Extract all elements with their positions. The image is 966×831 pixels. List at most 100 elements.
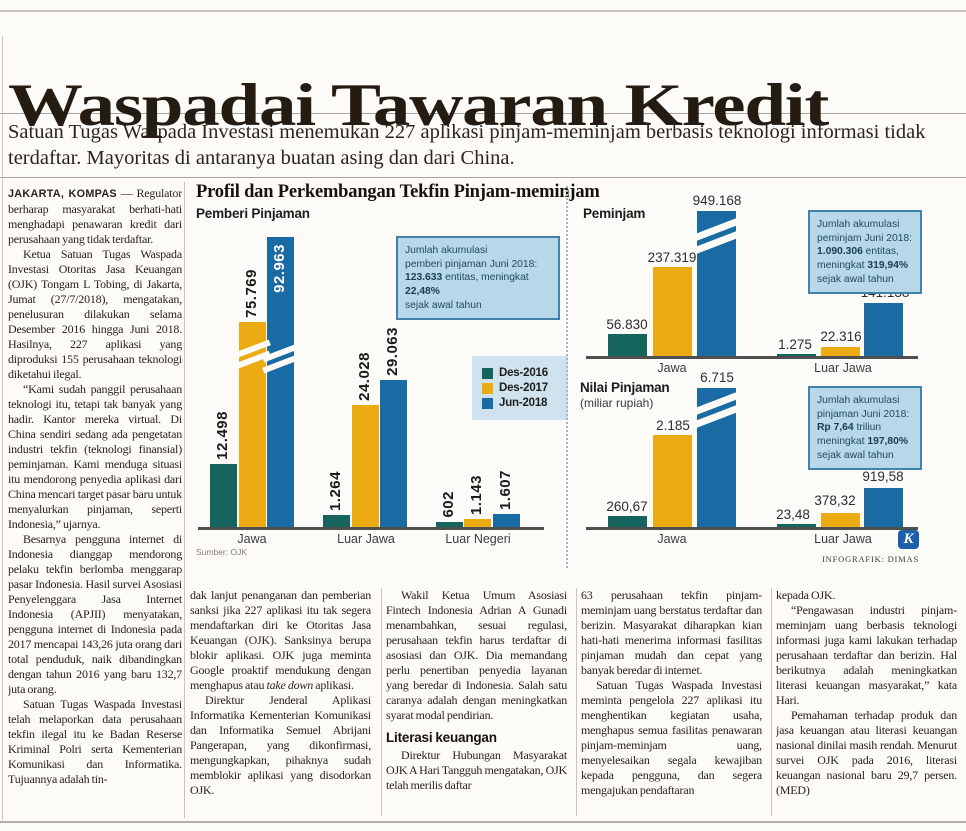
value-label: 24.028: [356, 352, 373, 401]
paragraph: “Pengawasan industri pinjam-meminjam uan…: [776, 603, 957, 707]
bar-nilai-jawa-des2016: [608, 516, 647, 527]
value-label: 12.498: [214, 411, 231, 460]
paragraph: Wakil Ketua Umum Asosiasi Fintech Indone…: [386, 588, 567, 722]
dateline: JAKARTA, KOMPAS: [8, 188, 117, 200]
chart-title-peminjam: Peminjam: [583, 206, 646, 221]
standfirst: Satuan Tugas Waspada Investasi menemukan…: [8, 121, 926, 170]
value-label: 1.275: [778, 337, 812, 352]
value-label: 23,48: [776, 507, 810, 522]
annotation-text: peminjam Juni 2018:: [817, 232, 913, 244]
legend-swatch-jun2018: [482, 397, 493, 409]
body-column-3: Wakil Ketua Umum Asosiasi Fintech Indone…: [386, 588, 567, 820]
value-label: 22.316: [820, 329, 862, 344]
paragraph: 63 perusahaan tekfin pinjam-meminjam uan…: [581, 588, 762, 677]
annotation-text: entitas, meningkat: [442, 272, 529, 284]
annotation-text: sejak awal tahun: [405, 299, 482, 311]
annotation-text: meningkat: [817, 260, 868, 272]
x-axis: [586, 356, 918, 359]
paragraph: Satuan Tugas Waspada Investasi telah mel…: [8, 697, 182, 786]
annotation-peminjam: Jumlah akumulasi peminjam Juni 2018: 1.0…: [808, 210, 922, 295]
legend-item: Des-2017: [482, 382, 568, 394]
dateline-dash: —: [116, 186, 137, 200]
bar-peminjam-luarjawa-des2017: [821, 347, 860, 356]
paragraph: Besarnya pengguna internet di Indonesia …: [8, 532, 182, 696]
value-label: 75.769: [243, 269, 260, 318]
annotation-value: 1.090.306: [817, 246, 863, 258]
paragraph: Direktur Jenderal Aplikasi Informatika K…: [190, 693, 371, 797]
legend-swatch-des2017: [482, 382, 493, 394]
paragraph: Satuan Tugas Waspada Investasi meminta p…: [581, 678, 762, 797]
category-label: Jawa: [657, 532, 687, 546]
bar-pemberi-jawa-jun2018: [267, 237, 294, 527]
bar-pemberi-luarjawa-jun2018: [380, 380, 407, 527]
body-column-5: kepada OJK. “Pengawasan industri pinjam-…: [776, 588, 957, 820]
legend-label: Jun-2018: [499, 397, 548, 409]
dotted-divider: [566, 186, 568, 568]
body-column-4: 63 perusahaan tekfin pinjam-meminjam uan…: [581, 588, 762, 820]
value-label: 92.963: [271, 244, 288, 293]
paragraph: Ketua Satuan Tugas Waspada Investasi Oto…: [8, 247, 182, 381]
left-edge-rule: [2, 36, 3, 820]
legend-item: Des-2016: [482, 367, 568, 379]
chart-subtitle: (miliar rupiah): [580, 396, 654, 410]
legend-label: Des-2017: [499, 382, 548, 394]
standfirst-rule: [0, 177, 966, 178]
annotation-value: 123.633: [405, 272, 443, 284]
bar-pemberi-luarjawa-des2017: [352, 405, 379, 527]
value-label: 1.264: [327, 470, 344, 511]
bar-peminjam-luarjawa-des2016: [777, 354, 816, 356]
paragraph: Pemahaman terhadap produk dan jasa keuan…: [776, 708, 957, 797]
column-divider-1: [184, 182, 185, 818]
annotation-text: triliun: [853, 422, 882, 434]
bar-pemberi-luarnegeri-des2017: [464, 519, 491, 527]
paragraph: “Kami sudah panggil perusahaan teknologi…: [8, 382, 182, 531]
value-label: 602: [440, 491, 457, 518]
column-divider-4: [771, 588, 772, 816]
bar-nilai-luarjawa-des2017: [821, 513, 860, 527]
category-label: Luar Negeri: [445, 532, 511, 546]
italic-phrase: take down: [266, 678, 314, 692]
annotation-text: Jumlah akumulasi: [405, 245, 488, 256]
axis-break-mark: [691, 217, 742, 255]
category-label: Jawa: [237, 532, 267, 546]
value-label: 949.168: [692, 193, 742, 208]
category-label: Jawa: [657, 361, 687, 375]
chart-legend: Des-2016 Des-2017 Jun-2018: [472, 356, 568, 420]
bar-nilai-luarjawa-jun2018: [864, 488, 903, 527]
bar-peminjam-jawa-des2017: [653, 267, 692, 356]
bar-pemberi-luarnegeri-des2016: [436, 522, 463, 527]
section-subheading: Literasi keuangan: [386, 730, 497, 745]
paragraph: Direktur Hubungan Masyarakat OJK A Hari …: [386, 748, 567, 792]
annotation-text: pinjaman Juni 2018:: [817, 408, 910, 420]
infographic-title: Profil dan Perkembangan Tekfin Pinjam-me…: [196, 182, 600, 202]
annotation-value: 197,80%: [867, 436, 909, 448]
annotation-text: pemberi pinjaman Juni 2018:: [405, 258, 538, 270]
headline: Waspadai Tawaran Kredit: [8, 72, 829, 139]
lead-text: Regulator berharap masyarakat berhati-ha…: [8, 186, 182, 246]
annotation-text: entitas,: [862, 246, 899, 258]
infographic: Profil dan Perkembangan Tekfin Pinjam-me…: [186, 180, 966, 578]
value-label: 6.715: [700, 370, 734, 385]
paragraph: kepada OJK.: [776, 588, 836, 602]
infographic-credit: INFOGRAFIK: DIMAS: [822, 554, 919, 564]
bar-pemberi-jawa-des2016: [210, 464, 237, 527]
category-label: Luar Jawa: [814, 361, 872, 375]
paragraph-text: aplikasi.: [313, 678, 354, 692]
bottom-rule: [0, 821, 966, 823]
top-rule: [0, 10, 966, 12]
annotation-text: sejak awal tahun: [817, 273, 894, 285]
bar-nilai-jawa-des2017: [653, 435, 692, 527]
axis-break-mark: [262, 343, 299, 374]
body-column-2: dak lanjut penanganan dan pemberian sank…: [190, 588, 371, 820]
value-label: 29.063: [384, 327, 401, 376]
bar-pemberi-luarjawa-des2016: [323, 515, 350, 527]
value-label: 260,67: [606, 499, 648, 514]
paragraph: dak lanjut penanganan dan pemberian sank…: [190, 588, 371, 693]
value-label: 2.185: [656, 418, 690, 433]
annotation-text: meningkat: [817, 436, 868, 448]
value-label: 1.607: [497, 469, 514, 510]
bar-nilai-luarjawa-des2016: [777, 524, 816, 527]
x-axis: [586, 527, 918, 530]
value-label: 1.143: [468, 474, 485, 515]
